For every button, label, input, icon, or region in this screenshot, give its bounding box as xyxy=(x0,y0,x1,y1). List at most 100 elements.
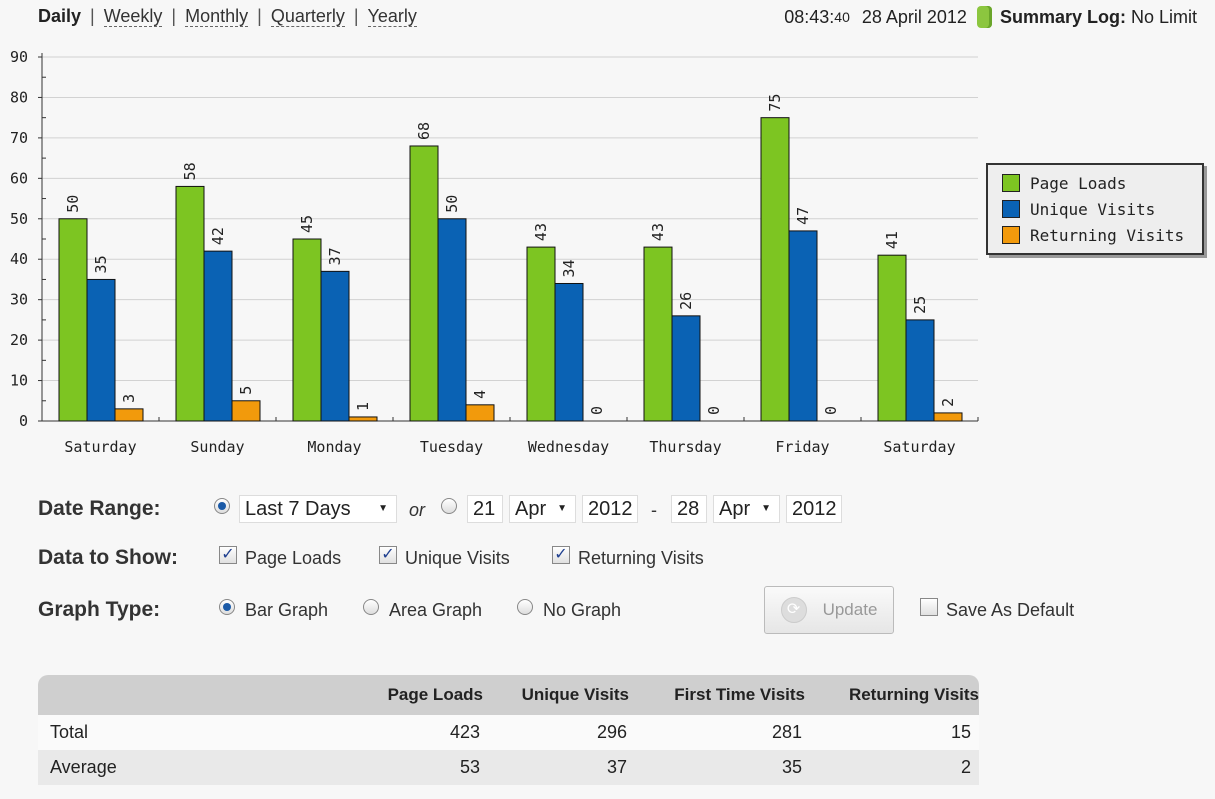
legend-label: Returning Visits xyxy=(1030,225,1185,245)
data-label: 58 xyxy=(181,162,199,180)
nav-quarterly[interactable]: Quarterly xyxy=(270,6,345,27)
summary-log-value: No Limit xyxy=(1130,6,1197,27)
preset-range-radio[interactable] xyxy=(214,498,230,514)
x-tick-label: Monday xyxy=(307,438,361,456)
nav-separator: | xyxy=(171,6,177,26)
current-date: 28 April 2012 xyxy=(861,6,967,27)
data-label: 45 xyxy=(298,215,316,233)
chart-legend: Page Loads Unique Visits Returning Visit… xyxy=(986,163,1204,255)
bar xyxy=(760,117,790,422)
table-cell: 423 xyxy=(449,722,480,742)
to-month-value: Apr xyxy=(719,498,751,520)
data-to-show-label: Data to Show: xyxy=(38,546,178,569)
data-label: 25 xyxy=(911,296,929,314)
returning-visits-checkbox[interactable]: ✓ xyxy=(552,546,570,564)
column-header: First Time Visits xyxy=(674,685,805,704)
chevron-down-icon: ▼ xyxy=(761,503,771,514)
legend-swatch xyxy=(1002,200,1020,218)
data-label: 5 xyxy=(237,386,255,395)
table-cell: 2 xyxy=(960,757,971,777)
data-label: 42 xyxy=(209,227,227,245)
bar xyxy=(175,185,205,422)
data-label: 41 xyxy=(883,231,901,249)
bar-chart: 0102030405060708090Saturday50353Sunday58… xyxy=(10,48,979,456)
bar xyxy=(114,408,144,422)
bar xyxy=(231,400,261,422)
y-tick-label: 20 xyxy=(10,331,28,349)
table-row: Average 53 37 35 2 xyxy=(38,750,979,785)
to-year-field[interactable]: 2012 xyxy=(786,495,842,523)
legend-page-loads: Page Loads xyxy=(1002,174,1126,193)
from-day-field[interactable]: 21 xyxy=(467,495,503,523)
unique-visits-checkbox[interactable]: ✓ xyxy=(379,546,397,564)
battery-icon xyxy=(976,6,992,28)
from-month-value: Apr xyxy=(515,498,547,520)
period-nav: Daily | Weekly | Monthly | Quarterly | Yearly xyxy=(38,6,417,27)
to-month-select[interactable]: Apr ▼ xyxy=(713,495,780,523)
bar xyxy=(643,246,673,422)
bar xyxy=(409,145,439,422)
bar-graph-option: Bar Graph xyxy=(245,600,329,620)
to-day-field[interactable]: 28 xyxy=(671,495,707,523)
range-preset-select[interactable]: Last 7 Days ▼ xyxy=(239,495,397,523)
data-label: 68 xyxy=(415,122,433,140)
no-graph-radio[interactable] xyxy=(517,599,533,615)
bar xyxy=(554,282,584,422)
x-tick-label: Friday xyxy=(775,438,829,456)
refresh-icon: ⟳ xyxy=(780,597,807,623)
bar xyxy=(203,250,233,422)
y-tick-label: 30 xyxy=(10,291,28,309)
row-label: Total xyxy=(50,722,89,742)
x-tick-label: Saturday xyxy=(883,438,955,456)
range-preset-value: Last 7 Days xyxy=(245,498,351,520)
bar xyxy=(86,278,116,422)
data-label: 50 xyxy=(64,195,82,213)
chevron-down-icon: ▼ xyxy=(557,503,567,514)
table-cell: 37 xyxy=(606,757,627,777)
chevron-down-icon: ▼ xyxy=(378,503,388,514)
bar xyxy=(877,254,907,422)
column-header: Unique Visits xyxy=(521,685,629,704)
y-tick-label: 50 xyxy=(10,210,28,228)
bar xyxy=(788,230,818,422)
column-header: Page Loads xyxy=(387,685,483,704)
nav-yearly[interactable]: Yearly xyxy=(367,6,417,27)
column-header: Returning Visits xyxy=(848,685,979,704)
nav-separator: | xyxy=(353,6,359,26)
bar xyxy=(933,412,963,422)
y-tick-label: 80 xyxy=(10,88,28,106)
bar xyxy=(348,416,378,422)
from-month-select[interactable]: Apr ▼ xyxy=(509,495,576,523)
from-year-field[interactable]: 2012 xyxy=(582,495,638,523)
nav-daily[interactable]: Daily xyxy=(38,6,82,26)
page-loads-checkbox[interactable]: ✓ xyxy=(219,546,237,564)
custom-range-radio[interactable] xyxy=(441,498,457,514)
x-tick-label: Tuesday xyxy=(420,438,483,456)
x-tick-label: Saturday xyxy=(64,438,136,456)
no-graph-option: No Graph xyxy=(543,600,622,620)
bar xyxy=(292,238,322,422)
bar xyxy=(671,315,701,422)
save-default-checkbox[interactable] xyxy=(920,598,938,616)
data-label: 35 xyxy=(92,255,110,273)
returning-visits-option: Returning Visits xyxy=(578,548,704,568)
data-label: 26 xyxy=(677,292,695,310)
table-cell: 15 xyxy=(950,722,971,742)
area-graph-option: Area Graph xyxy=(389,600,483,620)
nav-monthly[interactable]: Monthly xyxy=(185,6,249,27)
y-tick-label: 70 xyxy=(10,129,28,147)
data-label: 0 xyxy=(588,406,606,415)
y-tick-label: 10 xyxy=(10,372,28,390)
data-label: 50 xyxy=(443,195,461,213)
header-status: 08:43: 40 28 April 2012 Summary Log: No L… xyxy=(784,6,1197,28)
summary-log-label: Summary Log: xyxy=(999,6,1126,27)
update-button[interactable]: ⟳ Update xyxy=(764,586,894,634)
graph-type-label: Graph Type: xyxy=(38,598,161,621)
bar xyxy=(58,218,88,422)
bar xyxy=(437,218,467,422)
nav-weekly[interactable]: Weekly xyxy=(103,6,163,27)
area-graph-radio[interactable] xyxy=(363,599,379,615)
y-tick-label: 40 xyxy=(10,250,28,268)
bar-graph-radio[interactable] xyxy=(219,599,235,615)
data-label: 75 xyxy=(766,94,784,112)
